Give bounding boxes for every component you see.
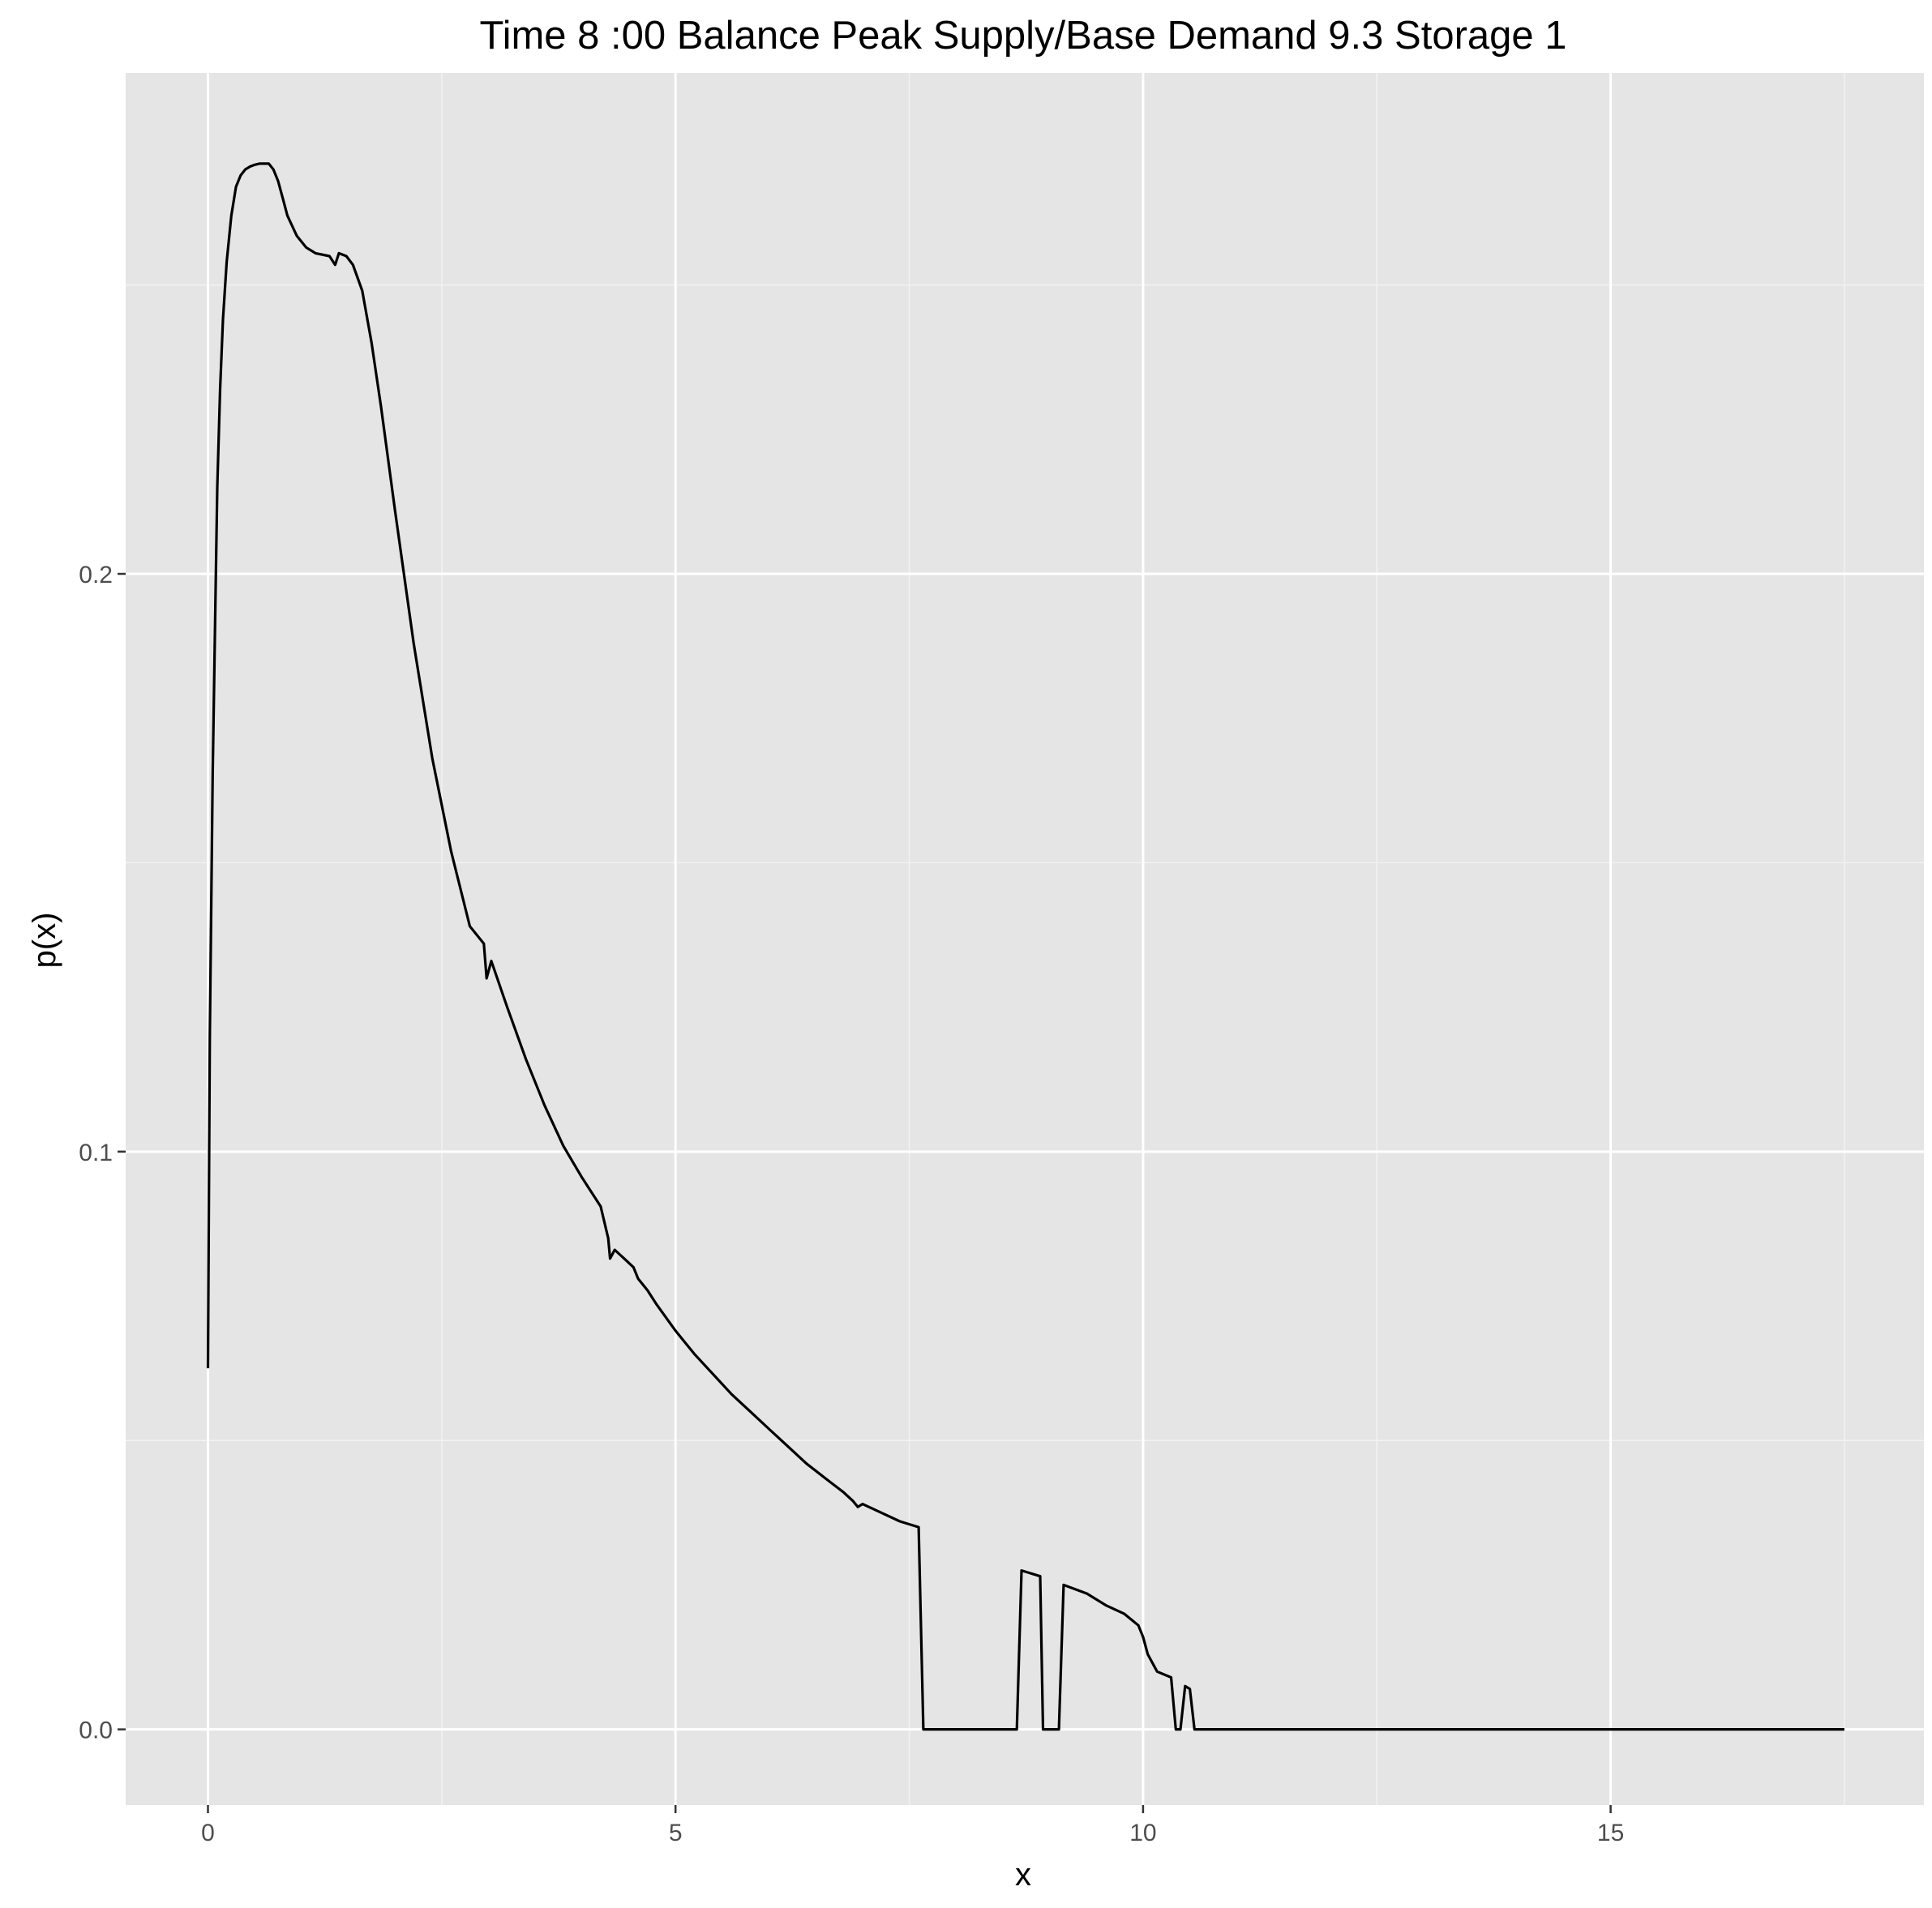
grid-lines: [126, 73, 1924, 1805]
y-tick-label: 0.0: [79, 1718, 113, 1744]
axis-ticks: 0 5 10 15 0.0 0.1 0.2: [79, 562, 1624, 1846]
y-tick-label: 0.2: [79, 562, 113, 588]
x-axis-label: x: [1015, 1857, 1031, 1893]
chart-title: Time 8 :00 Balance Peak Supply/Base Dema…: [479, 14, 1566, 58]
y-tick-label: 0.1: [79, 1140, 113, 1166]
plot-panel: [126, 73, 1924, 1805]
series-lines: [206, 162, 1844, 1731]
x-tick-label: 15: [1597, 1820, 1624, 1846]
series-line: [206, 162, 1844, 1731]
y-axis-label: p(x): [27, 913, 62, 969]
x-tick-label: 5: [669, 1820, 683, 1846]
x-tick-label: 0: [201, 1820, 215, 1846]
x-tick-label: 10: [1129, 1820, 1156, 1846]
